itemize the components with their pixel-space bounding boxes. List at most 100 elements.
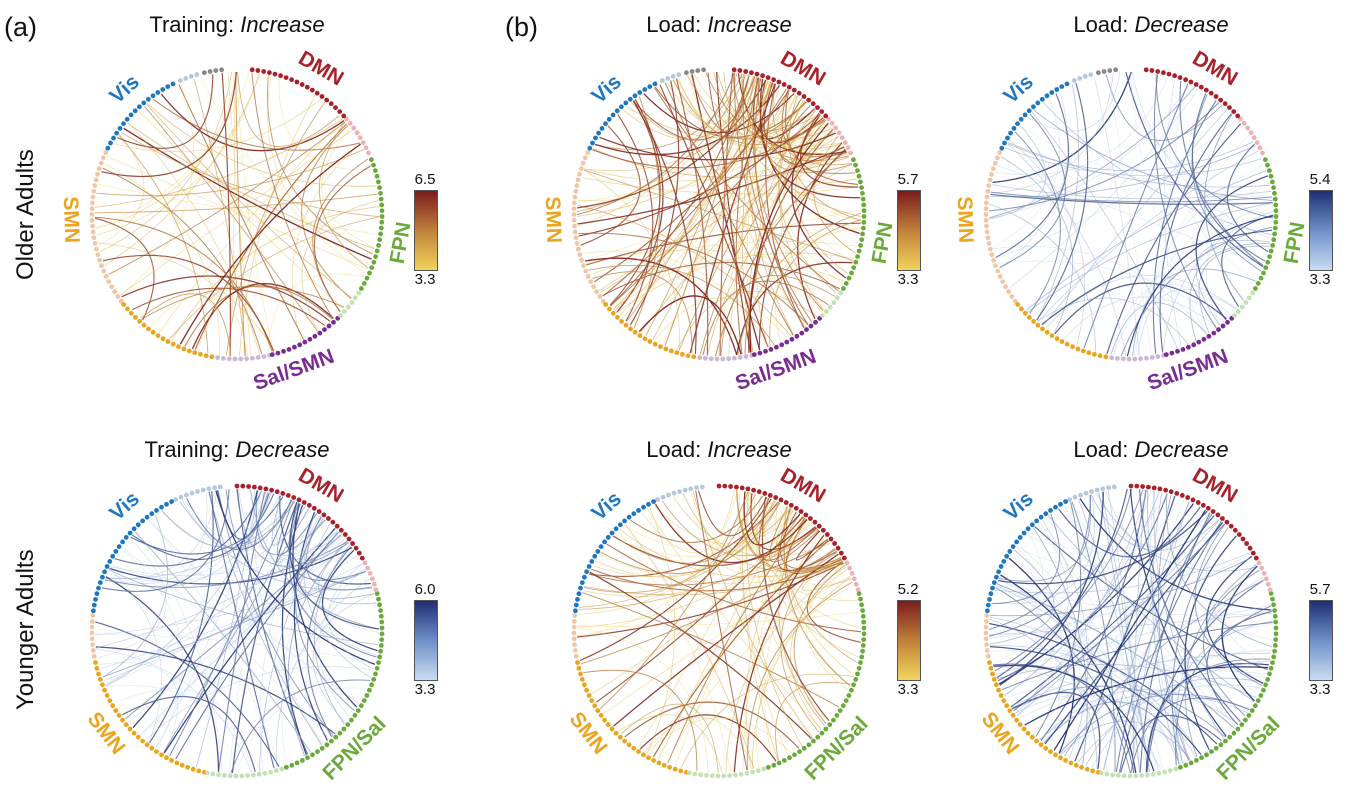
node-dot	[571, 636, 577, 642]
node-dot	[658, 344, 663, 350]
node-dot	[1077, 76, 1083, 81]
chord-link	[745, 519, 807, 770]
chord-link	[1133, 134, 1250, 357]
node-dot	[284, 764, 289, 770]
node-dot	[1083, 490, 1089, 496]
node-dot	[812, 519, 818, 525]
node-dot	[836, 130, 842, 136]
network-arc-smn-light	[571, 613, 579, 659]
network-arc-smn-light	[89, 150, 124, 304]
node-dot	[1272, 190, 1277, 196]
node-dot	[1268, 248, 1274, 254]
chord-link	[617, 114, 654, 322]
network-label-fpn: FPN	[386, 220, 416, 265]
node-dot	[861, 637, 867, 642]
node-dot	[858, 243, 863, 248]
chord-link	[1205, 202, 1273, 325]
node-dot	[771, 77, 776, 83]
network-label-vis: Vis	[105, 487, 144, 525]
network-arc-smn-light	[571, 150, 606, 304]
node-dot	[787, 755, 792, 761]
chord-link	[754, 493, 858, 601]
node-dot	[96, 671, 101, 677]
chord-link	[275, 578, 370, 768]
node-dot	[256, 771, 262, 777]
node-dot	[984, 642, 989, 647]
chord-link	[267, 75, 374, 255]
node-dot	[373, 168, 378, 174]
node-dot	[731, 67, 737, 73]
node-dot	[1146, 484, 1151, 490]
chord-link	[1035, 502, 1082, 737]
node-dot	[691, 354, 697, 360]
chord-link	[230, 71, 235, 356]
node-dot	[141, 322, 147, 328]
chord-link	[620, 703, 719, 774]
chord-link	[990, 193, 1273, 205]
network-label-smn: SMN	[977, 708, 1024, 759]
node-dot	[851, 157, 856, 163]
node-dot	[992, 160, 998, 166]
node-dot	[1273, 637, 1279, 642]
colorbar-min-label: 3.3	[1309, 271, 1331, 288]
node-dot	[113, 549, 119, 554]
node-dot	[637, 90, 643, 95]
node-dot	[1101, 69, 1107, 74]
node-dot	[196, 768, 202, 774]
chord-link	[1071, 649, 1272, 761]
node-dot	[1034, 518, 1039, 524]
node-dot	[227, 773, 233, 779]
chord-link	[102, 570, 367, 678]
node-dot	[1006, 289, 1011, 295]
network-arc-dmn-light	[344, 116, 371, 156]
node-dot	[767, 493, 773, 498]
chord-link	[1009, 88, 1199, 288]
node-dot	[605, 535, 611, 540]
node-dot	[275, 350, 281, 356]
node-dot	[847, 565, 853, 571]
node-dot	[116, 544, 122, 549]
network-arc-gray	[202, 67, 225, 76]
node-dot	[827, 722, 833, 727]
node-dot	[646, 501, 651, 507]
chord-link	[122, 547, 330, 740]
node-dot	[341, 726, 347, 732]
node-dot	[363, 145, 369, 151]
node-dot	[778, 497, 784, 503]
node-dot	[801, 94, 807, 99]
node-dot	[154, 749, 159, 754]
node-dot	[1058, 501, 1063, 507]
node-dot	[843, 281, 849, 286]
panel-title: Load: Decrease	[1073, 12, 1229, 37]
node-dot	[745, 486, 751, 492]
node-dot	[641, 752, 646, 758]
chord-link	[612, 209, 861, 309]
node-dot	[100, 682, 105, 688]
node-dot	[615, 315, 620, 320]
node-dot	[1245, 125, 1251, 131]
node-dot	[1236, 532, 1242, 537]
chord-link	[652, 90, 790, 340]
node-dot	[627, 96, 633, 102]
node-dot	[204, 770, 210, 776]
chord-link	[1206, 518, 1269, 668]
chord-link	[314, 165, 371, 313]
chord-link	[305, 516, 373, 591]
node-dot	[1271, 185, 1276, 191]
node-dot	[776, 760, 782, 766]
chord-link	[717, 94, 797, 357]
node-dot	[1054, 87, 1060, 92]
node-dot	[582, 155, 588, 161]
node-dot	[285, 493, 291, 498]
colorbar-min-label: 3.3	[897, 271, 919, 288]
node-dot	[269, 352, 275, 357]
chord-link	[1138, 489, 1241, 722]
node-dot	[91, 188, 97, 194]
chord-link	[109, 568, 162, 743]
node-dot	[377, 237, 383, 243]
node-dot	[1270, 660, 1275, 665]
chord-link	[1054, 282, 1228, 335]
network-label-smn: SMN	[565, 708, 612, 759]
node-dot	[321, 512, 327, 518]
